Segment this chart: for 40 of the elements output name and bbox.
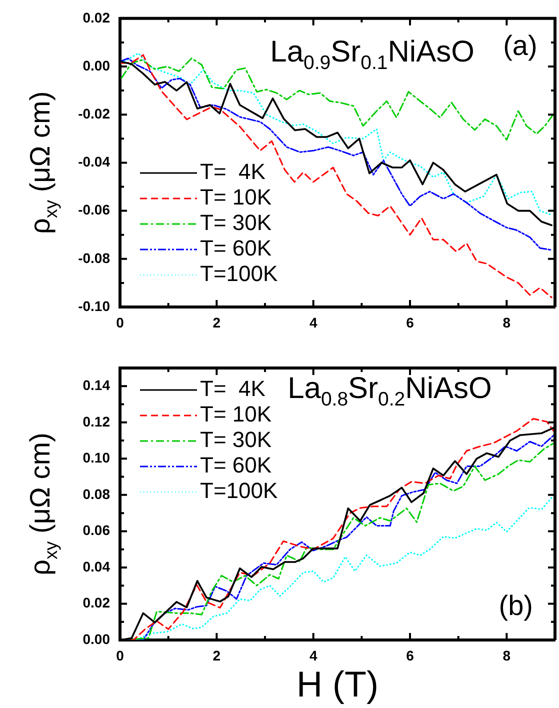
y-tick-label: -0.02	[78, 105, 110, 122]
y-tick-label: -0.08	[78, 250, 110, 266]
x-tick-label: 6	[406, 647, 414, 664]
legend-label: T= 10K	[200, 402, 272, 427]
legend-label: T=100K	[200, 261, 278, 286]
legend-label: T= 4K	[200, 376, 266, 402]
legend-label: T= 30K	[200, 210, 272, 236]
y-tick-label: -0.04	[78, 154, 110, 170]
annotation: (b)	[498, 590, 533, 622]
y-axis-title: ρxy (μΩ cm)	[24, 91, 61, 234]
y-tick-label: 0.10	[82, 450, 110, 466]
y-tick-label: -0.10	[78, 298, 110, 314]
annotation: (a)	[503, 30, 538, 61]
x-tick-label: 2	[212, 314, 221, 330]
legend-label: T= 60K	[200, 452, 272, 478]
x-tick-label: 4	[309, 314, 318, 330]
legend-label: T= 10K	[200, 184, 272, 210]
legend-label: T= 60K	[200, 236, 272, 261]
x-tick-label: 2	[212, 647, 221, 664]
x-tick-label: 0	[116, 647, 124, 664]
y-tick-label: 0.00	[82, 57, 110, 74]
y-tick-label: 0.02	[82, 594, 110, 611]
y-tick-label: 0.02	[82, 9, 110, 26]
x-tick-label: 8	[502, 314, 511, 330]
y-tick-label: 0.12	[82, 413, 110, 430]
y-axis-title: ρxy (μΩ cm)	[24, 432, 61, 576]
x-tick-label: 6	[406, 314, 414, 330]
legend-label: T= 4K	[200, 159, 266, 184]
x-tick-label: 8	[502, 647, 511, 664]
y-tick-label: -0.06	[78, 202, 110, 218]
y-tick-label: 0.00	[82, 630, 110, 647]
x-tick-label: 4	[309, 647, 318, 664]
legend-label: T=100K	[200, 478, 278, 504]
legend-label: T= 30K	[200, 427, 272, 452]
x-axis-title: H (T)	[296, 663, 378, 704]
y-tick-label: 0.04	[82, 558, 110, 574]
y-tick-label: 0.14	[82, 376, 110, 393]
x-tick-label: 0	[116, 314, 124, 330]
y-tick-label: 0.08	[82, 486, 110, 502]
y-tick-label: 0.06	[82, 522, 110, 538]
